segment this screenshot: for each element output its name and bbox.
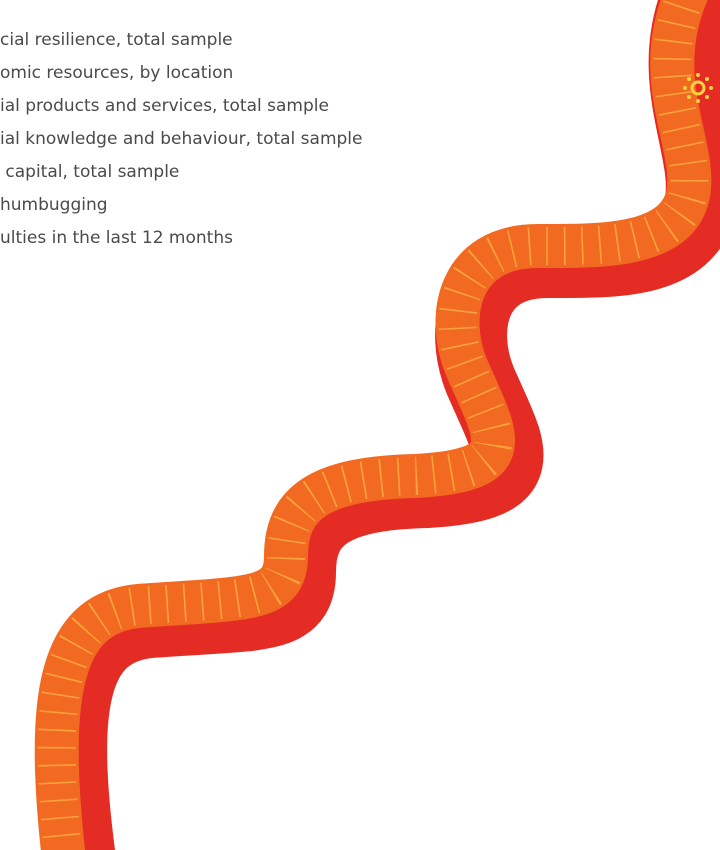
list-item: cial resilience, total sample: [0, 30, 233, 50]
list-item: omic resources, by location: [0, 63, 234, 83]
sun-icon: [683, 73, 713, 103]
list-item: capital, total sample: [0, 162, 180, 182]
list-item: humbugging: [0, 195, 108, 215]
list-item: ial knowledge and behaviour, total sampl…: [0, 129, 363, 149]
list-item: ial products and services, total sample: [0, 96, 329, 116]
band-orange: [34, 0, 712, 850]
contents-list: cial resilience, total sample omic resou…: [0, 24, 363, 255]
list-item: ulties in the last 12 months: [0, 228, 233, 248]
